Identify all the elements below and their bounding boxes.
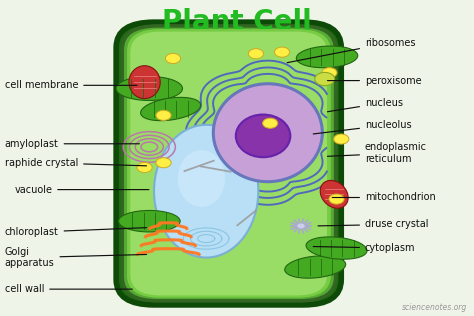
Text: Golgi
apparatus: Golgi apparatus (5, 247, 146, 268)
Ellipse shape (213, 84, 322, 182)
Ellipse shape (296, 46, 358, 68)
Ellipse shape (154, 125, 258, 258)
FancyBboxPatch shape (122, 26, 336, 301)
Ellipse shape (306, 237, 367, 259)
Circle shape (329, 194, 344, 204)
Ellipse shape (320, 180, 348, 208)
Text: mitochondrion: mitochondrion (332, 192, 436, 203)
Text: cell membrane: cell membrane (5, 80, 137, 90)
Text: Plant Cell: Plant Cell (162, 8, 312, 36)
Circle shape (248, 49, 264, 59)
Circle shape (263, 118, 278, 128)
Ellipse shape (236, 115, 290, 157)
Ellipse shape (285, 256, 346, 278)
Ellipse shape (315, 72, 335, 86)
Circle shape (156, 158, 171, 168)
Text: raphide crystal: raphide crystal (5, 158, 146, 168)
Text: endoplasmic
reticulum: endoplasmic reticulum (328, 143, 427, 164)
Text: peroxisome: peroxisome (328, 76, 421, 86)
Text: nucleolus: nucleolus (313, 120, 411, 134)
Text: nucleus: nucleus (328, 98, 403, 112)
Ellipse shape (118, 210, 180, 232)
Text: chloroplast: chloroplast (5, 227, 146, 237)
Circle shape (137, 162, 152, 173)
Text: cell wall: cell wall (5, 284, 132, 294)
Text: cytoplasm: cytoplasm (313, 243, 416, 253)
Ellipse shape (116, 76, 182, 100)
Circle shape (274, 47, 290, 57)
Ellipse shape (141, 97, 201, 121)
Text: druse crystal: druse crystal (318, 219, 428, 229)
FancyBboxPatch shape (116, 22, 341, 305)
Circle shape (297, 223, 305, 228)
Ellipse shape (129, 66, 160, 99)
Text: sciencenotes.org: sciencenotes.org (401, 303, 467, 312)
Text: ribosomes: ribosomes (287, 38, 416, 63)
Circle shape (156, 110, 171, 120)
Ellipse shape (178, 150, 225, 207)
Circle shape (165, 53, 181, 64)
Text: amyloplast: amyloplast (5, 139, 139, 149)
FancyBboxPatch shape (130, 32, 327, 295)
Text: vacuole: vacuole (14, 185, 149, 195)
Circle shape (322, 68, 337, 78)
Circle shape (334, 134, 349, 144)
FancyBboxPatch shape (127, 29, 331, 298)
